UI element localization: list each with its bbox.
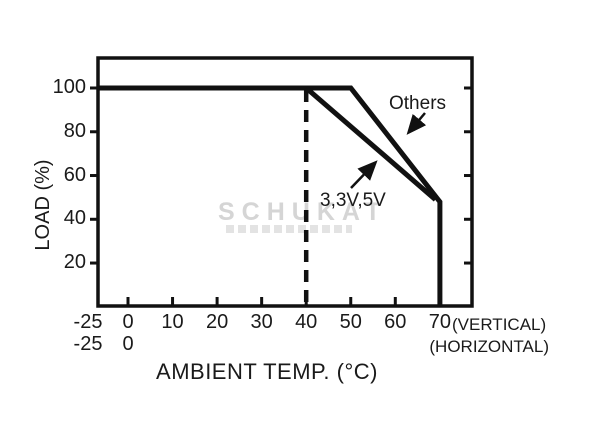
- x-tick-label: 20: [205, 311, 229, 333]
- x-tick-label: 70: [428, 311, 451, 333]
- x-tick-label: -25: [73, 311, 103, 333]
- y-tick-label: 80: [63, 119, 86, 142]
- y-tick-label: 20: [63, 251, 86, 274]
- x-tick-label: 10: [161, 311, 184, 333]
- y-tick-label: 40: [63, 207, 86, 230]
- annotation-v33-5v: 3,3V,5V: [320, 190, 386, 211]
- plot-box: [96, 56, 474, 308]
- x-tick-label-row2: -25: [73, 333, 103, 355]
- y-tick-label: 60: [63, 163, 86, 186]
- series-line-3-3v-5v: [304, 86, 438, 202]
- x-tick-label: 60: [384, 311, 407, 333]
- series-line-others: [98, 85, 443, 307]
- x-tick-label-row2: 0: [122, 333, 134, 355]
- x-tick-label: 30: [250, 311, 273, 333]
- y-axis-title: LOAD (%): [32, 159, 54, 251]
- v33-5v-arrow-icon: [350, 160, 378, 189]
- x-tick-label: 50: [339, 311, 362, 333]
- x-row1-suffix: (VERTICAL): [452, 315, 547, 334]
- watermark-text: SCHUKAT: [218, 198, 388, 226]
- x-tick-label: 0: [122, 311, 134, 333]
- annotation-others: Others: [389, 93, 447, 114]
- watermark-bar: [222, 225, 352, 233]
- x-row2-suffix: (HORIZONTAL): [429, 337, 549, 356]
- others-arrow-icon: [406, 112, 427, 135]
- x-tick-label: 40: [295, 311, 318, 333]
- y-tick-label: 100: [52, 76, 86, 98]
- x-axis-title: AMBIENT TEMP. (°C): [156, 359, 378, 384]
